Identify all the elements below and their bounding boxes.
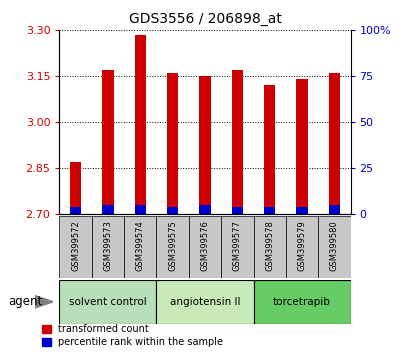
- Bar: [102, 70, 113, 205]
- Text: GSM399578: GSM399578: [265, 220, 274, 271]
- Bar: [59, 280, 156, 324]
- Bar: [253, 216, 285, 278]
- Bar: [156, 280, 253, 324]
- Bar: [124, 216, 156, 278]
- Bar: [220, 216, 253, 278]
- Text: solvent control: solvent control: [69, 297, 146, 307]
- Polygon shape: [35, 296, 53, 308]
- Bar: [253, 280, 350, 324]
- Text: GDS3556 / 206898_at: GDS3556 / 206898_at: [128, 12, 281, 27]
- Bar: [263, 207, 275, 214]
- Bar: [317, 216, 350, 278]
- Text: GSM399572: GSM399572: [71, 220, 80, 271]
- Text: GSM399575: GSM399575: [168, 220, 177, 271]
- Bar: [134, 35, 146, 205]
- Bar: [296, 207, 307, 214]
- Bar: [70, 207, 81, 214]
- Bar: [166, 73, 178, 207]
- Bar: [199, 76, 210, 205]
- Bar: [189, 216, 220, 278]
- Bar: [102, 205, 113, 214]
- Bar: [231, 70, 243, 207]
- Bar: [328, 205, 339, 214]
- Bar: [328, 73, 339, 205]
- Bar: [199, 205, 210, 214]
- Bar: [263, 85, 275, 207]
- Text: GSM399580: GSM399580: [329, 220, 338, 271]
- Text: angiotensin II: angiotensin II: [169, 297, 240, 307]
- Bar: [231, 207, 243, 214]
- Text: agent: agent: [8, 295, 43, 308]
- Text: GSM399574: GSM399574: [135, 220, 144, 271]
- Text: GSM399577: GSM399577: [232, 220, 241, 271]
- Bar: [59, 216, 92, 278]
- Bar: [70, 162, 81, 207]
- Text: GSM399573: GSM399573: [103, 220, 112, 271]
- Bar: [285, 216, 317, 278]
- Legend: transformed count, percentile rank within the sample: transformed count, percentile rank withi…: [42, 325, 223, 347]
- Text: GSM399579: GSM399579: [297, 220, 306, 271]
- Bar: [156, 216, 189, 278]
- Text: GSM399576: GSM399576: [200, 220, 209, 271]
- Bar: [296, 79, 307, 207]
- Bar: [166, 207, 178, 214]
- Bar: [92, 216, 124, 278]
- Bar: [134, 205, 146, 214]
- Text: torcetrapib: torcetrapib: [272, 297, 330, 307]
